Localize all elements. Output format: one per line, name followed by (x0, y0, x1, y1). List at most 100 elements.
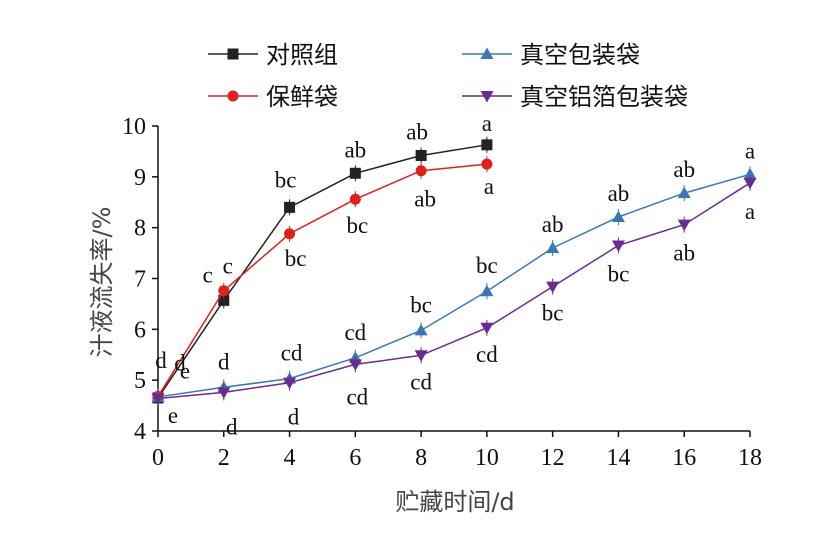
x-tick-label: 16 (672, 445, 696, 471)
x-tick-label: 2 (218, 445, 230, 471)
data-point (349, 167, 361, 179)
x-tick-label: 14 (606, 445, 630, 471)
significance-label: bc (476, 253, 498, 278)
y-tick-label: 4 (134, 419, 146, 445)
significance-label: a (745, 199, 755, 224)
significance-label: bc (346, 213, 368, 238)
legend-label: 对照组 (266, 41, 338, 69)
legend-marker (480, 47, 494, 59)
data-point (481, 158, 493, 170)
y-tick-label: 5 (134, 368, 146, 394)
x-tick-label: 18 (738, 445, 762, 471)
y-tick-label: 6 (134, 317, 146, 343)
significance-label: d (288, 405, 300, 430)
significance-label: d (218, 349, 230, 374)
significance-label: bc (608, 261, 630, 286)
significance-label: c (223, 254, 233, 279)
y-tick-label: 9 (134, 165, 146, 191)
significance-label: d (226, 414, 238, 439)
y-axis-title: 汁液流失率/% (88, 207, 116, 358)
significance-label: ab (673, 241, 695, 266)
data-point (677, 186, 691, 199)
y-tick-label: 10 (122, 114, 146, 140)
data-point (677, 219, 691, 232)
legend-label: 保鲜袋 (266, 83, 338, 111)
legend-marker (227, 48, 239, 60)
significance-label: e (180, 358, 190, 383)
series-3 (151, 174, 757, 407)
significance-label: d (174, 350, 186, 375)
x-tick-label: 4 (284, 445, 296, 471)
data-point (284, 201, 296, 213)
x-tick-label: 12 (541, 445, 565, 471)
data-point (283, 377, 297, 390)
significance-label: ab (406, 119, 428, 144)
legend-marker (227, 90, 239, 102)
legend-item: 保鲜袋 (208, 83, 338, 111)
y-tick-label: 8 (134, 216, 146, 242)
series-line (157, 163, 487, 397)
data-point (218, 294, 230, 306)
data-point (743, 167, 757, 180)
data-point (284, 228, 296, 240)
significance-label: cd (410, 369, 432, 394)
data-point (414, 350, 428, 362)
significance-label: d (155, 348, 167, 373)
x-tick-label: 10 (475, 445, 499, 471)
data-point (480, 322, 494, 335)
legend-marker (480, 91, 494, 103)
data-point (611, 240, 625, 252)
significance-label: bc (410, 292, 432, 317)
data-point (414, 323, 428, 336)
significance-label: cd (346, 384, 368, 409)
significance-label: cd (344, 320, 366, 345)
data-point (415, 165, 427, 177)
data-point (349, 193, 361, 205)
data-point (481, 139, 493, 151)
data-point (218, 285, 230, 297)
data-point (546, 281, 560, 294)
significance-label: bc (285, 246, 307, 271)
legend-item: 真空铝箔包装袋 (462, 83, 688, 111)
series-line (157, 182, 751, 400)
data-point (348, 359, 362, 371)
significance-label: ab (608, 181, 630, 206)
legend-item: 对照组 (208, 41, 338, 69)
significance-label: ab (344, 137, 366, 162)
x-tick-label: 6 (349, 445, 361, 471)
legend-item: 真空包装袋 (462, 41, 640, 69)
series-2 (151, 166, 757, 405)
significance-label: bc (275, 167, 297, 192)
series-line (157, 173, 751, 398)
x-tick-label: 0 (152, 445, 164, 471)
legend-label: 真空铝箔包装袋 (520, 83, 688, 111)
significance-label: cd (281, 341, 303, 366)
significance-label: cd (476, 342, 498, 367)
series-layer (151, 136, 757, 407)
data-point (480, 284, 494, 297)
significance-label: a (482, 111, 492, 136)
significance-label: a (484, 174, 494, 199)
significance-label: e (168, 403, 178, 428)
data-point (151, 393, 165, 405)
data-point (415, 149, 427, 161)
legend-label: 真空包装袋 (520, 41, 640, 69)
significance-label: a (745, 138, 755, 163)
significance-label: c (203, 262, 213, 287)
data-point (546, 241, 560, 253)
x-tick-label: 8 (415, 445, 427, 471)
data-point (611, 210, 625, 222)
significance-label: ab (673, 157, 695, 182)
x-axis-title: 贮藏时间/d (395, 488, 514, 516)
data-point (743, 177, 757, 190)
significance-label: ab (414, 187, 436, 212)
significance-label: bc (542, 301, 564, 326)
significance-label: ab (542, 212, 564, 237)
series-line (157, 144, 488, 399)
data-point (217, 387, 231, 399)
axes: 0 2 4 6 8 10 12 14 16 18 4 5 6 7 8 9 10 (122, 114, 762, 471)
y-tick-label: 7 (134, 267, 146, 293)
